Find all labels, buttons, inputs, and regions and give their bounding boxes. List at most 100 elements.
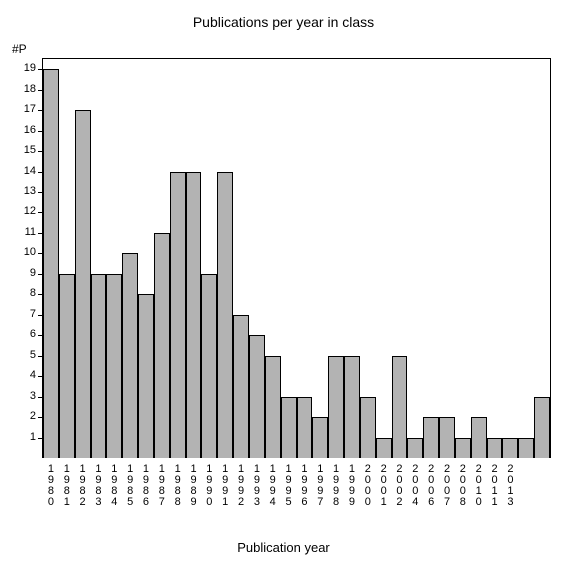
y-tick [38, 90, 43, 91]
y-tick [38, 192, 43, 193]
y-tick-label: 15 [18, 144, 36, 156]
bar [186, 172, 202, 458]
y-tick [38, 212, 43, 213]
y-tick [38, 397, 43, 398]
bar [439, 417, 455, 458]
bar [297, 397, 313, 458]
x-tick-label: 2011 [488, 463, 500, 507]
bar [328, 356, 344, 458]
y-tick [38, 356, 43, 357]
plot-area [42, 58, 551, 458]
y-tick-label: 17 [18, 103, 36, 115]
y-tick [38, 376, 43, 377]
y-tick [38, 110, 43, 111]
y-axis-title: #P [12, 42, 27, 56]
y-tick-label: 4 [18, 369, 36, 381]
y-tick-label: 11 [18, 226, 36, 238]
y-tick [38, 335, 43, 336]
bar [249, 335, 265, 458]
bar [423, 417, 439, 458]
bar [43, 69, 59, 458]
y-tick-label: 3 [18, 390, 36, 402]
x-tick-label: 1994 [266, 463, 278, 507]
x-tick-label: 2000 [361, 463, 373, 507]
x-tick-label: 1980 [44, 463, 56, 507]
y-tick-label: 5 [18, 349, 36, 361]
y-tick [38, 438, 43, 439]
y-tick-label: 9 [18, 267, 36, 279]
y-tick [38, 274, 43, 275]
bar [170, 172, 186, 458]
x-tick-label: 1999 [345, 463, 357, 507]
bar [122, 253, 138, 458]
y-tick [38, 233, 43, 234]
x-tick-label: 1983 [91, 463, 103, 507]
y-tick [38, 131, 43, 132]
y-tick-label: 1 [18, 431, 36, 443]
y-tick [38, 294, 43, 295]
bar [518, 438, 534, 458]
x-tick-label: 1997 [313, 463, 325, 507]
x-tick-label: 2001 [377, 463, 389, 507]
bar [59, 274, 75, 458]
bar [75, 110, 91, 458]
y-tick [38, 417, 43, 418]
x-tick-label: 2013 [503, 463, 515, 507]
x-tick-label: 1986 [139, 463, 151, 507]
x-tick-label: 1981 [60, 463, 72, 507]
x-tick-label: 2008 [456, 463, 468, 507]
chart-title: Publications per year in class [0, 14, 567, 30]
bar [281, 397, 297, 458]
x-tick-label: 1982 [76, 463, 88, 507]
bar [217, 172, 233, 458]
y-tick-label: 7 [18, 308, 36, 320]
x-tick-label: 2007 [440, 463, 452, 507]
bar [138, 294, 154, 458]
bar [502, 438, 518, 458]
x-tick-label: 1991 [218, 463, 230, 507]
bar [487, 438, 503, 458]
y-tick-label: 13 [18, 185, 36, 197]
x-tick-label: 2006 [424, 463, 436, 507]
bar [455, 438, 471, 458]
bar [471, 417, 487, 458]
x-tick-label: 2010 [472, 463, 484, 507]
x-tick-label: 2002 [392, 463, 404, 507]
bar [91, 274, 107, 458]
y-tick [38, 315, 43, 316]
bar [106, 274, 122, 458]
x-tick-label: 1998 [329, 463, 341, 507]
y-tick [38, 69, 43, 70]
x-tick-label: 1996 [297, 463, 309, 507]
bar [265, 356, 281, 458]
bar [376, 438, 392, 458]
bar [392, 356, 408, 458]
x-tick-label: 1993 [250, 463, 262, 507]
y-tick [38, 172, 43, 173]
x-tick-label: 1984 [107, 463, 119, 507]
x-tick-label: 1995 [282, 463, 294, 507]
bar [312, 417, 328, 458]
y-tick-label: 18 [18, 83, 36, 95]
y-tick [38, 253, 43, 254]
y-tick-label: 2 [18, 410, 36, 422]
y-tick-label: 12 [18, 205, 36, 217]
chart-container: Publications per year in class #P 123456… [0, 0, 567, 567]
y-tick-label: 8 [18, 287, 36, 299]
x-axis-title: Publication year [0, 540, 567, 555]
bar [154, 233, 170, 458]
bar [201, 274, 217, 458]
x-tick-label: 1990 [202, 463, 214, 507]
y-tick [38, 151, 43, 152]
y-tick-label: 16 [18, 124, 36, 136]
bar [360, 397, 376, 458]
y-tick-label: 10 [18, 246, 36, 258]
y-tick-label: 6 [18, 328, 36, 340]
x-tick-label: 1988 [171, 463, 183, 507]
x-tick-label: 1987 [155, 463, 167, 507]
x-tick-label: 2004 [408, 463, 420, 507]
bar [233, 315, 249, 458]
y-tick-label: 14 [18, 165, 36, 177]
x-tick-label: 1985 [123, 463, 135, 507]
x-tick-label: 1989 [187, 463, 199, 507]
